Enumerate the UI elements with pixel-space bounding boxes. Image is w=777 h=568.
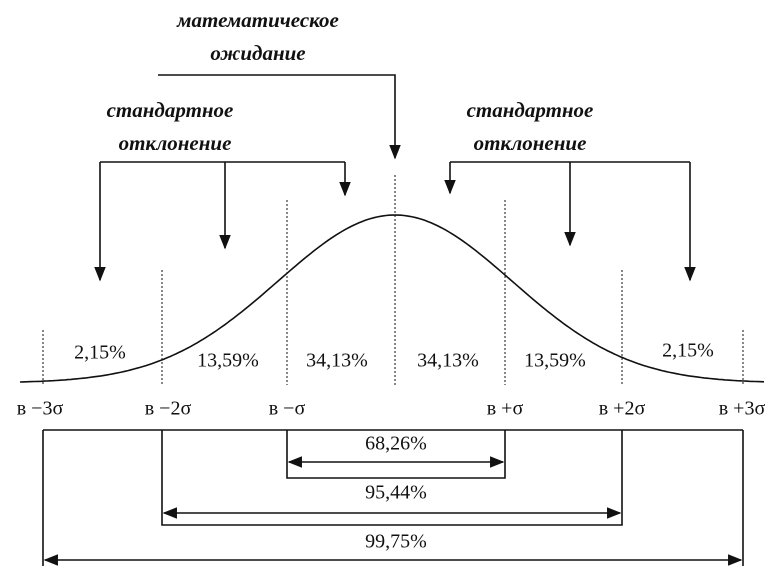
interval-label: 95,44% <box>365 482 427 504</box>
bracket <box>286 430 506 479</box>
annotation: стандартное <box>467 98 594 122</box>
axis-label: в −3σ <box>17 398 64 420</box>
segment-label: 13,59% <box>524 350 586 372</box>
bracket <box>161 430 623 526</box>
segment-label: 2,15% <box>74 342 126 364</box>
annotation: отклонение <box>119 131 232 155</box>
normal-curve <box>19 214 765 383</box>
interval-label: 99,75% <box>365 531 427 553</box>
annotation: математическое <box>176 8 339 32</box>
annotation: стандартное <box>107 98 234 122</box>
arrow <box>158 74 401 160</box>
segment-label: 34,13% <box>417 350 479 372</box>
interval-label: 68,26% <box>365 433 427 455</box>
segment-label: 13,59% <box>197 350 259 372</box>
axis-label: в −2σ <box>145 398 192 420</box>
annotation: ожидание <box>210 41 305 65</box>
axis-label: в +σ <box>487 398 524 420</box>
annotation: отклонение <box>474 131 587 155</box>
axis-label: в +3σ <box>719 398 766 420</box>
segment-label: 34,13% <box>306 350 368 372</box>
axis-label: в −σ <box>269 398 306 420</box>
axis-label: в +2σ <box>599 398 646 420</box>
segment-label: 2,15% <box>662 340 714 362</box>
